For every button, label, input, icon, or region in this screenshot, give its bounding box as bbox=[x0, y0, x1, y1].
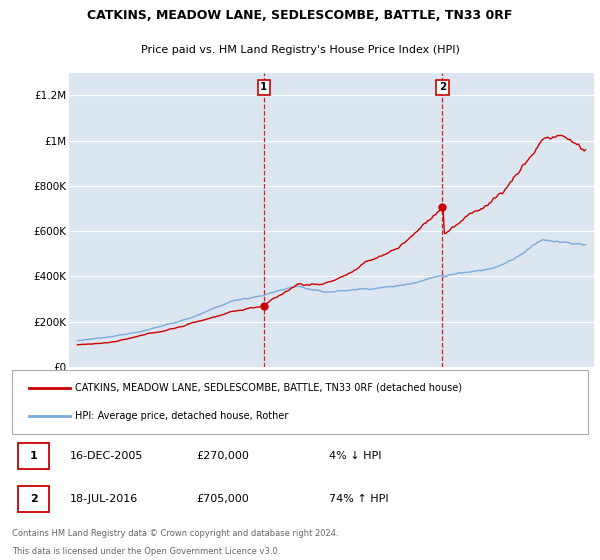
Text: 1: 1 bbox=[260, 82, 268, 92]
Text: This data is licensed under the Open Government Licence v3.0.: This data is licensed under the Open Gov… bbox=[12, 547, 280, 556]
Bar bbox=[18, 443, 49, 469]
Text: £705,000: £705,000 bbox=[196, 494, 249, 505]
Text: 16-DEC-2005: 16-DEC-2005 bbox=[70, 451, 143, 461]
Text: CATKINS, MEADOW LANE, SEDLESCOMBE, BATTLE, TN33 0RF (detached house): CATKINS, MEADOW LANE, SEDLESCOMBE, BATTL… bbox=[76, 382, 463, 393]
Text: 2: 2 bbox=[30, 494, 37, 505]
Text: HPI: Average price, detached house, Rother: HPI: Average price, detached house, Roth… bbox=[76, 411, 289, 421]
Text: Price paid vs. HM Land Registry's House Price Index (HPI): Price paid vs. HM Land Registry's House … bbox=[140, 45, 460, 55]
Bar bbox=[18, 486, 49, 512]
Text: £270,000: £270,000 bbox=[196, 451, 249, 461]
Text: CATKINS, MEADOW LANE, SEDLESCOMBE, BATTLE, TN33 0RF: CATKINS, MEADOW LANE, SEDLESCOMBE, BATTL… bbox=[88, 9, 512, 22]
Text: 2: 2 bbox=[439, 82, 446, 92]
Text: Contains HM Land Registry data © Crown copyright and database right 2024.: Contains HM Land Registry data © Crown c… bbox=[12, 529, 338, 538]
Point bbox=[259, 301, 269, 310]
Text: 18-JUL-2016: 18-JUL-2016 bbox=[70, 494, 138, 505]
Text: 74% ↑ HPI: 74% ↑ HPI bbox=[329, 494, 388, 505]
Text: 4% ↓ HPI: 4% ↓ HPI bbox=[329, 451, 382, 461]
Text: 1: 1 bbox=[30, 451, 37, 461]
Point bbox=[437, 203, 447, 212]
